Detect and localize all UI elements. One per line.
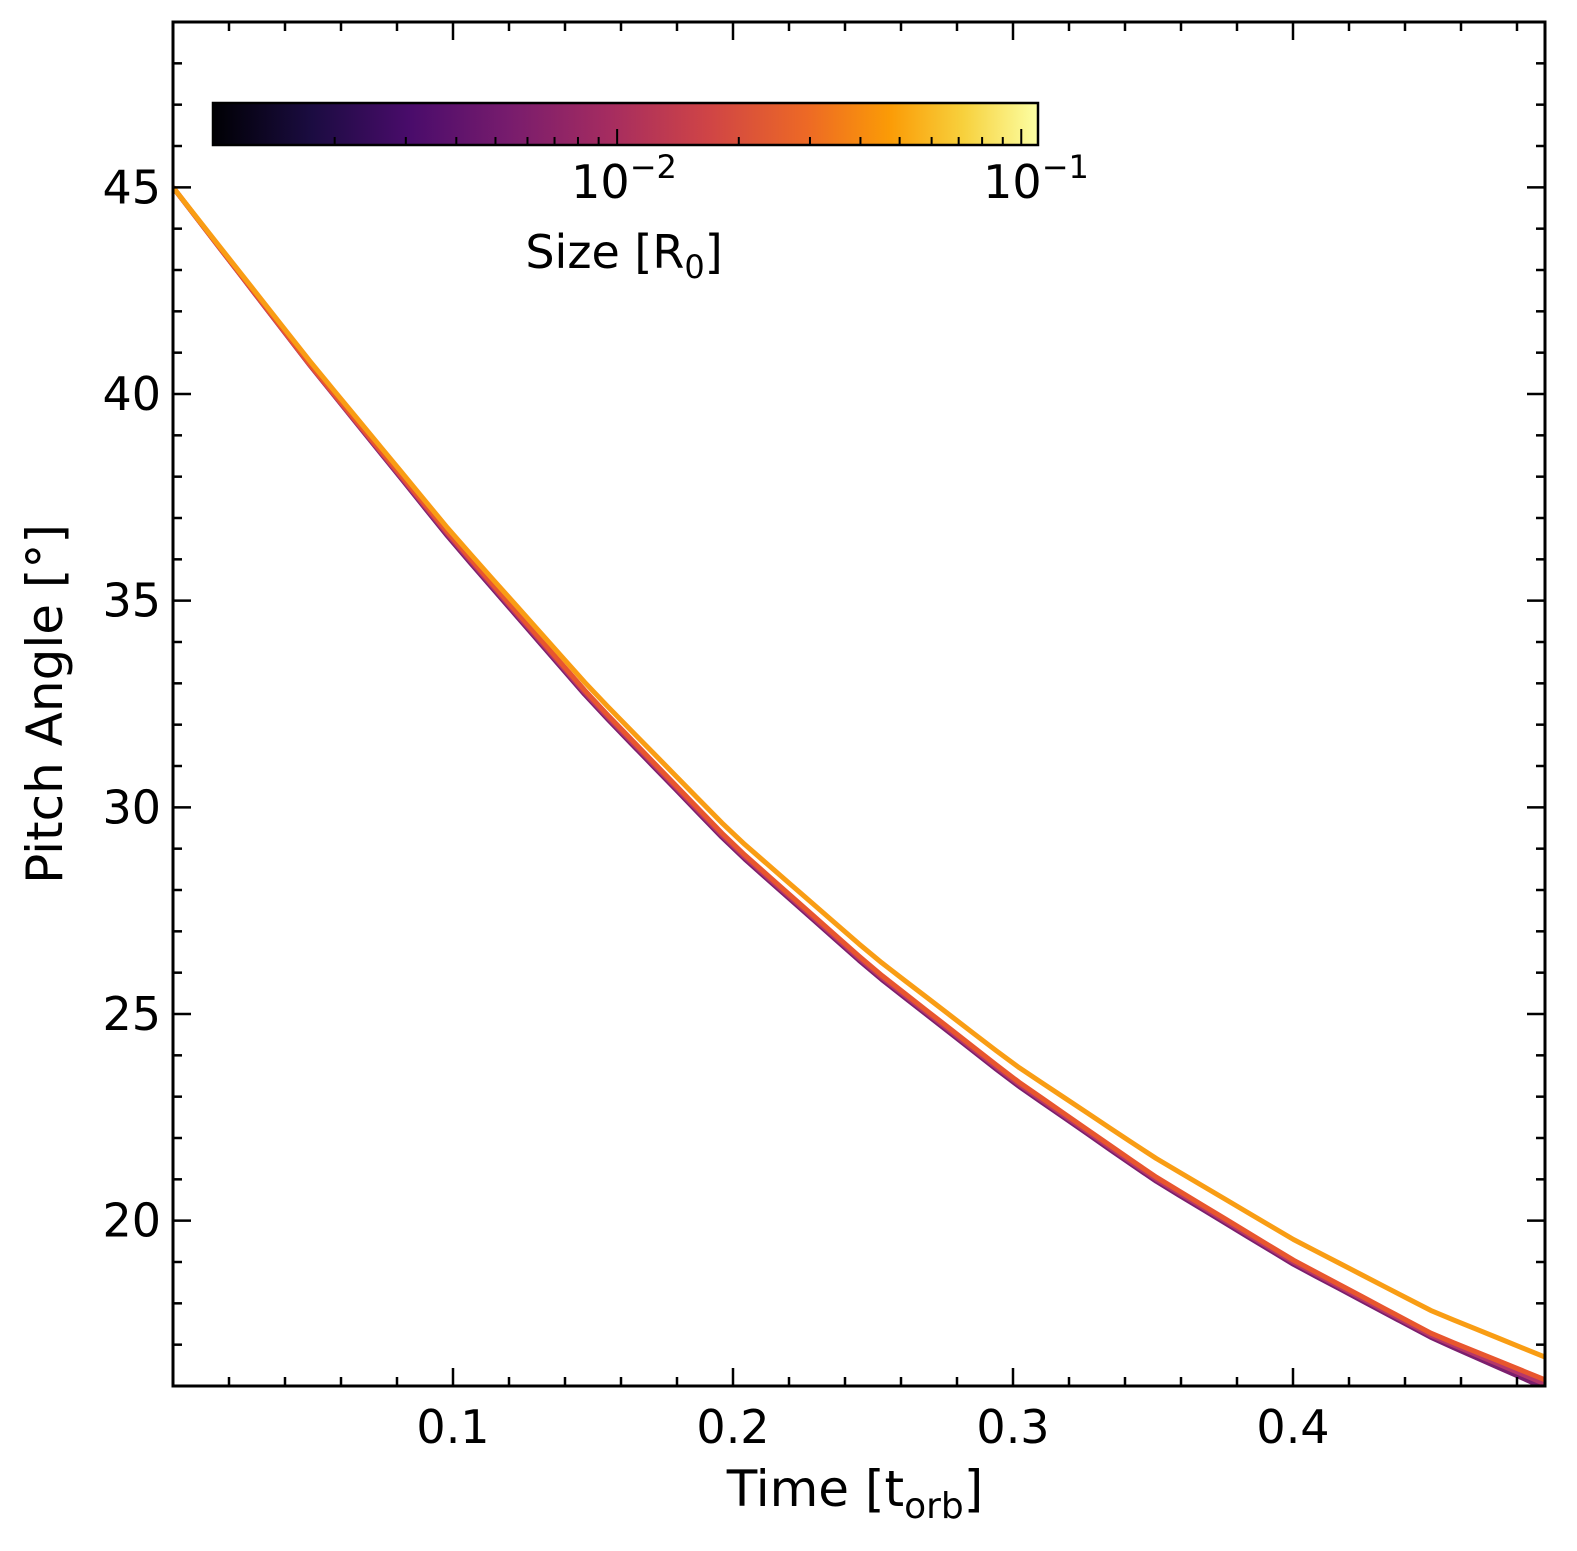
y-tick-label: 20 xyxy=(102,1194,161,1248)
plot-frame xyxy=(171,20,1547,1388)
colorbar-label: Size [R0] xyxy=(525,225,722,286)
x-tick-label: 0.3 xyxy=(976,1400,1049,1454)
y-tick-label: 25 xyxy=(102,987,161,1041)
x-axis-label: Time [torb] xyxy=(726,1460,984,1527)
y-tick-label: 30 xyxy=(102,780,161,834)
x-tick-label: 0.4 xyxy=(1256,1400,1329,1454)
series-line-1 xyxy=(173,185,1545,1386)
ticks-layer: 0.1 0.2 0.3 0.4 20 25 30 35 40 45 xyxy=(102,22,1545,1454)
y-tick-label: 35 xyxy=(102,574,161,628)
colorbar-tick-label-2: 10−1 xyxy=(983,148,1089,209)
colorbar: 10−2 10−1 Size [R0] xyxy=(211,101,1089,286)
colorbar-tick-label-1: 10−2 xyxy=(571,148,677,209)
colorbar-gradient xyxy=(211,101,1040,147)
y-tick-label: 40 xyxy=(102,367,161,421)
x-tick-label: 0.1 xyxy=(416,1400,489,1454)
y-axis-label: Pitch Angle [°] xyxy=(16,524,74,884)
series-line-2 xyxy=(173,185,1545,1386)
colorbar-ticks xyxy=(333,129,1023,145)
y-tick-label: 45 xyxy=(102,160,161,214)
series-line-4 xyxy=(173,185,1545,1360)
x-tick-label: 0.2 xyxy=(696,1400,769,1454)
series-layer xyxy=(173,185,1545,1386)
series-line-3 xyxy=(173,185,1545,1383)
